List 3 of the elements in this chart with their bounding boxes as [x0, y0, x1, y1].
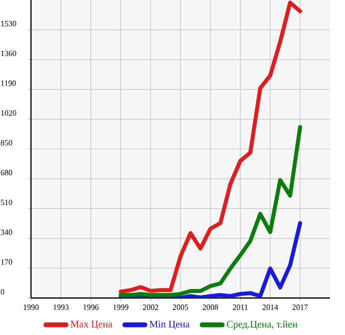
legend-label: Сред.Цена, т.йен — [226, 320, 298, 330]
legend-label: Max Цена — [70, 320, 112, 330]
legend-label: Min Цена — [150, 320, 190, 330]
